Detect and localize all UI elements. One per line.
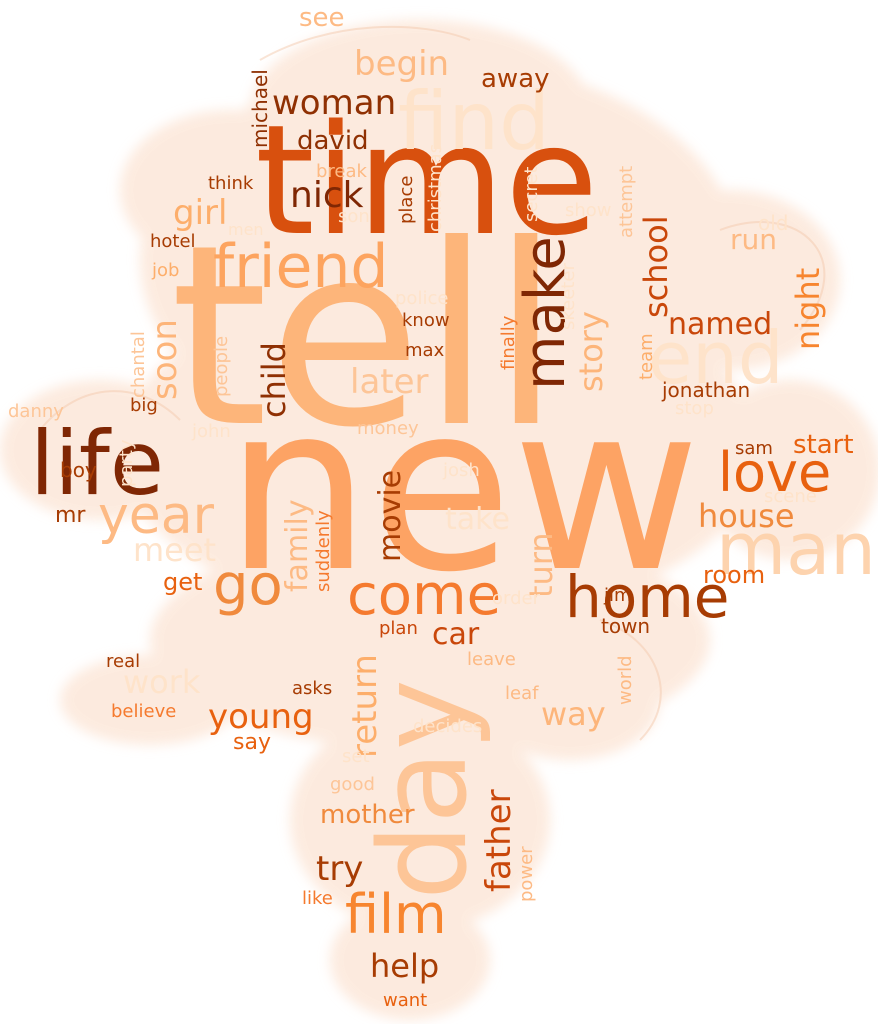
word-order: order bbox=[492, 588, 540, 609]
word-real: real bbox=[106, 651, 141, 672]
word-jim: jim bbox=[604, 585, 632, 606]
word-chantal: chantal bbox=[128, 331, 149, 398]
word-suddenly: suddenly bbox=[313, 510, 334, 592]
word-home: home bbox=[565, 563, 730, 631]
word-big: big bbox=[130, 395, 158, 416]
word-plan: plan bbox=[379, 618, 418, 639]
word-nick: nick bbox=[290, 175, 364, 216]
word-power: power bbox=[516, 846, 537, 902]
word-year: year bbox=[98, 486, 215, 546]
word-sam: sam bbox=[735, 438, 773, 459]
word-later: later bbox=[350, 362, 429, 402]
word-good: good bbox=[330, 774, 375, 795]
word-see: see bbox=[299, 3, 345, 33]
word-decides: decides bbox=[413, 716, 483, 737]
word-work: work bbox=[123, 663, 201, 701]
word-start: start bbox=[793, 430, 854, 460]
word-house: house bbox=[698, 497, 795, 535]
word-secret: secret bbox=[521, 166, 542, 223]
word-movie: movie bbox=[373, 469, 408, 562]
word-danny: danny bbox=[8, 401, 64, 422]
word-film: film bbox=[345, 883, 447, 946]
word-team: team bbox=[636, 333, 657, 380]
word-hotel: hotel bbox=[150, 231, 196, 252]
word-time: time bbox=[255, 92, 599, 269]
word-job: job bbox=[152, 260, 180, 281]
word-break: break bbox=[316, 161, 367, 182]
word-school: school bbox=[637, 215, 675, 318]
word-father: father bbox=[479, 789, 519, 892]
word-way: way bbox=[541, 695, 606, 733]
word-away: away bbox=[481, 64, 550, 94]
word-young: young bbox=[208, 697, 314, 737]
word-story: story bbox=[572, 311, 610, 392]
word-find: find bbox=[398, 75, 550, 168]
word-girl: girl bbox=[173, 193, 228, 233]
word-michael: michael bbox=[248, 69, 272, 148]
word-mr: mr bbox=[55, 503, 86, 528]
word-place: place bbox=[396, 175, 417, 224]
word-new: new bbox=[225, 356, 701, 623]
word-return: return bbox=[345, 654, 385, 758]
word-begin: begin bbox=[354, 44, 450, 84]
word-end: end bbox=[648, 316, 784, 400]
word-boy: boy bbox=[60, 458, 97, 482]
word-help: help bbox=[370, 947, 440, 985]
word-stop: stop bbox=[675, 398, 714, 419]
word-asks: asks bbox=[292, 678, 333, 699]
word-world: world bbox=[615, 655, 636, 705]
word-david: david bbox=[297, 126, 369, 156]
word-come: come bbox=[347, 563, 502, 628]
word-life: life bbox=[30, 412, 165, 515]
word-old: old bbox=[758, 211, 789, 235]
word-meet: meet bbox=[133, 531, 217, 569]
word-man: man bbox=[716, 507, 876, 591]
word-friend: friend bbox=[213, 232, 389, 302]
word-tell: tell bbox=[170, 191, 561, 482]
word-show: show bbox=[565, 200, 612, 221]
word-soon: soon bbox=[145, 319, 185, 400]
word-named: named bbox=[668, 307, 773, 342]
word-go: go bbox=[213, 553, 283, 618]
word-say: say bbox=[233, 730, 271, 755]
word-get: get bbox=[163, 568, 203, 596]
word-people: people bbox=[211, 335, 232, 397]
word-mother: mother bbox=[320, 800, 415, 830]
word-want: want bbox=[383, 990, 428, 1011]
word-child: child bbox=[255, 342, 293, 418]
word-like: like bbox=[302, 888, 333, 909]
word-jonathan: jonathan bbox=[662, 378, 751, 402]
word-car: car bbox=[432, 617, 480, 652]
word-scene: scene bbox=[764, 486, 817, 507]
word-leave: leave bbox=[467, 649, 516, 670]
word-christmas: christmas bbox=[425, 143, 446, 232]
word-think: think bbox=[208, 173, 254, 194]
word-attempt: attempt bbox=[616, 165, 637, 238]
word-finally: finally bbox=[498, 315, 519, 370]
word-party: party bbox=[116, 439, 137, 487]
word-take: take bbox=[445, 502, 510, 537]
word-men: men bbox=[228, 220, 264, 239]
word-know: know bbox=[402, 310, 450, 331]
word-john: john bbox=[192, 421, 231, 442]
word-family: family bbox=[280, 499, 315, 592]
word-police: police bbox=[395, 288, 449, 309]
word-believe: believe bbox=[111, 701, 177, 722]
word-room: room bbox=[703, 561, 766, 589]
word-son: son bbox=[338, 206, 370, 227]
word-set: set bbox=[342, 746, 370, 767]
word-money: money bbox=[357, 418, 419, 439]
word-try: try bbox=[316, 849, 364, 889]
word-leaf: leaf bbox=[505, 683, 539, 704]
word-max: max bbox=[405, 340, 445, 361]
word-love: love bbox=[718, 441, 832, 504]
word-night: night bbox=[789, 267, 827, 350]
word-run: run bbox=[730, 223, 778, 256]
word-josh: josh bbox=[443, 460, 480, 481]
word-town: town bbox=[601, 614, 651, 638]
word-woman: woman bbox=[272, 83, 397, 123]
word-skeeter: skeeter bbox=[558, 263, 579, 330]
